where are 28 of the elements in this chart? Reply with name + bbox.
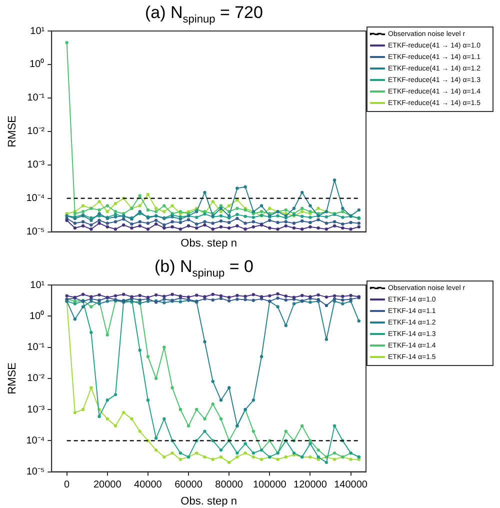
y-tick-label: 10⁻³ bbox=[27, 404, 46, 416]
chart-title: (b) N$_{spinup}$ = 0 bbox=[153, 256, 255, 280]
y-tick-label: 10⁻³ bbox=[27, 160, 46, 171]
x-tick-label: 0 bbox=[64, 480, 70, 491]
y-tick-label: 10¹ bbox=[30, 26, 46, 37]
x-axis-title: Obs. step n bbox=[180, 495, 237, 508]
x-axis-title: Obs. step n bbox=[180, 237, 237, 250]
y-axis-title: RMSE bbox=[6, 362, 19, 394]
y-tick-label: 10⁻¹ bbox=[27, 92, 46, 104]
y-tick-label: 10⁻⁴ bbox=[26, 435, 45, 446]
chart-title: (a) N$_{spinup}$ = 720 bbox=[144, 2, 264, 26]
x-tick-label: 140000 bbox=[334, 480, 368, 491]
y-tick-label: 10⁻² bbox=[27, 373, 46, 384]
y-tick-label: 10⁻⁵ bbox=[26, 466, 45, 478]
y-tick-label: 10⁻¹ bbox=[27, 342, 46, 354]
y-tick-label: 10⁰ bbox=[29, 310, 45, 322]
x-tick-label: 40000 bbox=[134, 480, 162, 491]
y-tick-label: 10⁻² bbox=[27, 126, 46, 138]
x-tick-label: 60000 bbox=[174, 480, 203, 491]
y-tick-label: 10⁻⁴ bbox=[26, 193, 45, 204]
x-tick-label: 80000 bbox=[215, 480, 244, 491]
x-tick-label: 20000 bbox=[93, 480, 122, 491]
y-tick-label: 10¹ bbox=[30, 280, 46, 291]
y-tick-label: 10⁰ bbox=[29, 58, 45, 70]
y-axis-title: RMSE bbox=[6, 116, 19, 148]
y-tick-label: 10⁻⁵ bbox=[26, 226, 45, 238]
x-tick-label: 100000 bbox=[252, 480, 287, 491]
x-tick-label: 120000 bbox=[294, 480, 328, 491]
